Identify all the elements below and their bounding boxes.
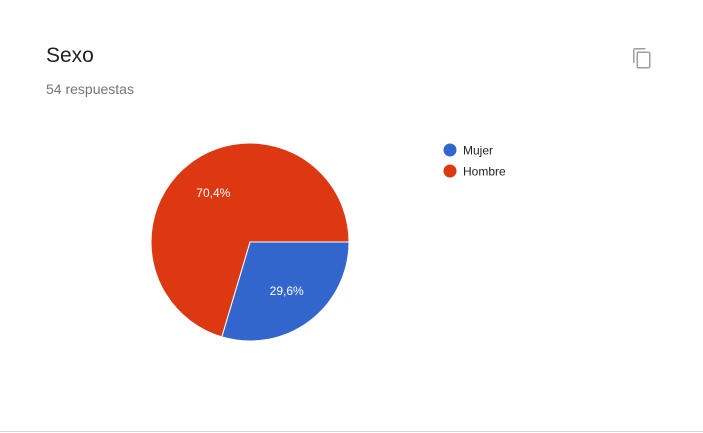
pie-slice-mujer[interactable] (221, 241, 350, 342)
response-count: 54 respuestas (46, 81, 134, 97)
copy-icon (633, 47, 651, 68)
copy-chart-button[interactable] (628, 44, 656, 72)
pie-slice-labels: 29,6% 70,4% (196, 186, 304, 298)
legend-label-mujer: Mujer (463, 144, 493, 158)
legend-swatch-hombre (443, 164, 457, 178)
legend-swatch-mujer (443, 143, 457, 157)
slice-label-hombre: 70,4% (196, 186, 230, 200)
legend-item-hombre[interactable]: Hombre (443, 164, 507, 179)
chart-legend: Mujer Hombre (443, 143, 507, 179)
legend-item-mujer[interactable]: Mujer (443, 143, 494, 158)
slice-label-mujer: 29,6% (270, 284, 304, 298)
legend-label-hombre: Hombre (463, 165, 506, 179)
question-title: Sexo (46, 44, 94, 67)
pie-slices (150, 142, 350, 342)
pie-slice-hombre[interactable] (150, 142, 350, 338)
